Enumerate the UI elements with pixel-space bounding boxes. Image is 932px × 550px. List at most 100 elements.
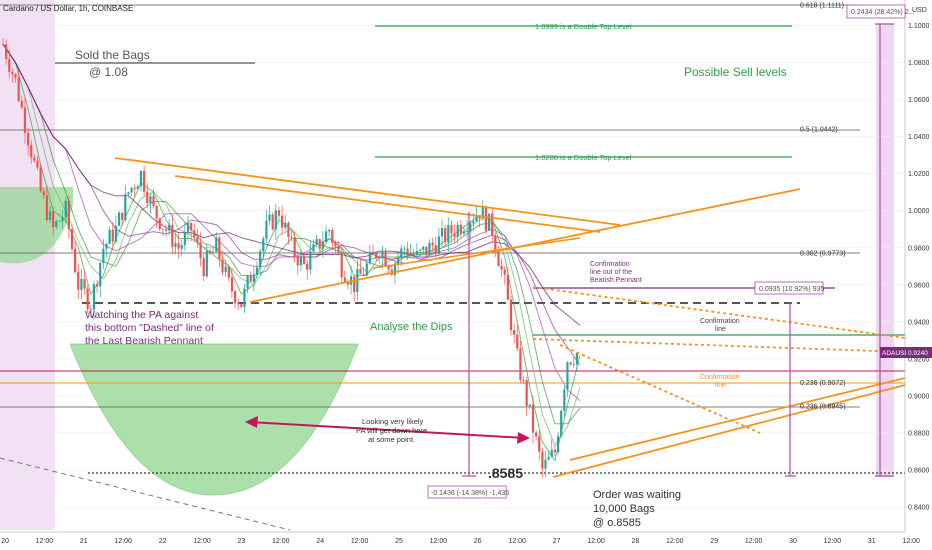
candle-body <box>318 239 321 249</box>
candle-body <box>528 404 531 407</box>
candle-body <box>296 256 299 266</box>
candle-body <box>503 269 506 275</box>
candle-body <box>186 222 190 233</box>
candle-body <box>516 334 519 349</box>
candle-body <box>168 224 171 231</box>
candle-body <box>20 100 23 108</box>
candle-body <box>393 263 397 275</box>
candle-body <box>183 232 186 246</box>
fib-level-label: 0.236 (0.8945) <box>800 404 846 411</box>
candle-body <box>375 252 378 259</box>
candle-body <box>92 284 96 310</box>
candle-body <box>293 237 296 257</box>
candle-body <box>447 224 450 243</box>
candle-body <box>544 459 547 469</box>
candle-body <box>259 251 262 268</box>
candle-body <box>434 245 437 254</box>
last-price-symbol: ADAUSD <box>882 350 909 357</box>
candle-body <box>86 288 89 310</box>
time-tick-label: 12:00 <box>272 538 290 545</box>
candle-body <box>328 230 331 232</box>
candle-body <box>208 250 212 254</box>
time-tick-label: 29 <box>710 538 718 545</box>
last-price-value: 0.9240 <box>908 350 928 357</box>
candle-body <box>422 246 425 250</box>
arrowhead-left <box>245 416 258 428</box>
projection-dotted-1 <box>532 286 906 339</box>
candle-body <box>409 253 412 256</box>
fib-level-label: 0.618 (1.1111) <box>800 3 844 10</box>
candle-body <box>205 250 208 277</box>
candle-body <box>111 229 114 242</box>
possible-sell-label: Possible Sell levels <box>684 65 787 79</box>
time-axis-ticks: 20 12:00 21 12:00 22 12:00 23 12:00 24 12:00 25 12:… <box>1 538 920 545</box>
time-tick-label: 24 <box>316 538 324 545</box>
time-tick-label: 31 <box>868 538 876 545</box>
candle-body <box>478 215 481 219</box>
sold-price-label: @ 1.08 <box>89 65 128 79</box>
candle-body <box>290 236 293 238</box>
candle-body <box>444 228 447 243</box>
candle-body <box>139 170 143 187</box>
projection-dotted-3 <box>559 344 761 434</box>
candle-body <box>362 273 365 276</box>
candle-body <box>130 187 133 193</box>
candle-body <box>114 225 117 242</box>
candle-body <box>26 132 30 146</box>
time-tick-label: 12:00 <box>824 538 842 545</box>
candle-body <box>378 257 381 259</box>
candle-body <box>550 449 553 457</box>
candle-body <box>569 362 572 365</box>
candle-body <box>397 257 400 264</box>
candle-body <box>519 348 522 380</box>
candle-body <box>472 221 475 224</box>
watching-line-3: the Last Bearish Pennant <box>85 335 203 347</box>
candle-body <box>61 217 64 222</box>
double-top-2-label: 1.0288 is a Double Top Level <box>535 153 632 162</box>
candle-body <box>387 266 390 270</box>
moving-average-line <box>2 43 581 326</box>
candle-body <box>1 44 5 45</box>
candle-body <box>531 404 535 433</box>
candle-body <box>5 44 8 60</box>
candle-body <box>572 364 575 365</box>
candle-body <box>58 221 61 222</box>
candle-body <box>193 230 196 238</box>
price-tick-label: 0.9200 <box>908 356 930 363</box>
candle-body <box>143 170 146 192</box>
candle-body <box>105 243 108 249</box>
candle-body <box>343 277 346 282</box>
candle-body <box>152 196 155 206</box>
candle-body <box>199 242 202 259</box>
candle-body <box>337 246 340 254</box>
candle-body <box>83 279 86 289</box>
confirm-pennant-line-3: Bearish Pennant <box>590 277 642 284</box>
candle-body <box>522 379 525 381</box>
looking-line-3: at some point. <box>368 435 415 444</box>
last-price-tag <box>906 347 932 358</box>
time-tick-label: 12:00 <box>36 538 54 545</box>
candle-body <box>500 266 503 270</box>
candle-body <box>415 250 419 255</box>
candle-body <box>406 248 409 256</box>
candle-body <box>95 284 99 287</box>
candle-body <box>400 248 403 258</box>
time-tick-label: 30 <box>789 538 797 545</box>
pink-band-right <box>876 24 894 477</box>
confirm-green-line-2: line <box>715 326 726 333</box>
candle-body <box>563 389 566 411</box>
candle-body <box>428 242 431 255</box>
candle-body <box>331 230 334 243</box>
candle-body <box>466 231 469 232</box>
price-tick-label: 1.0400 <box>908 134 930 141</box>
candle-body <box>158 218 161 230</box>
time-tick-label: 23 <box>238 538 246 545</box>
candle-body <box>534 432 538 437</box>
time-tick-label: 28 <box>632 538 640 545</box>
candle-body <box>566 362 569 390</box>
double-arrow <box>249 421 526 439</box>
candle-body <box>230 277 234 292</box>
candle-body <box>55 221 58 227</box>
price-tick-label: 0.8400 <box>908 505 930 512</box>
candle-body <box>359 269 362 274</box>
